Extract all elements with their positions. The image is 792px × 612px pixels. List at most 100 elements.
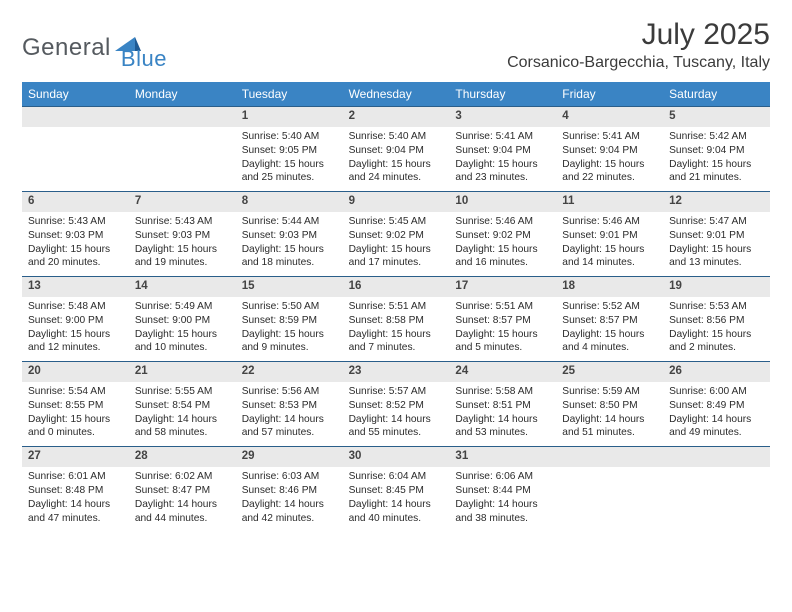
calendar: Sunday Monday Tuesday Wednesday Thursday… — [22, 82, 770, 531]
day-detail-line: Sunset: 9:04 PM — [669, 144, 764, 158]
calendar-cell — [22, 107, 129, 191]
calendar-cell: 27Sunrise: 6:01 AMSunset: 8:48 PMDayligh… — [22, 447, 129, 531]
title-block: July 2025 Corsanico-Bargecchia, Tuscany,… — [507, 18, 770, 72]
day-detail-line: Daylight: 14 hours and 57 minutes. — [242, 413, 337, 441]
day-number: 16 — [343, 277, 450, 297]
day-detail-line: Daylight: 15 hours and 20 minutes. — [28, 243, 123, 271]
day-details: Sunrise: 5:44 AMSunset: 9:03 PMDaylight:… — [236, 212, 343, 276]
day-detail-line: Daylight: 15 hours and 14 minutes. — [562, 243, 657, 271]
day-detail-line: Daylight: 15 hours and 10 minutes. — [135, 328, 230, 356]
calendar-cell: 3Sunrise: 5:41 AMSunset: 9:04 PMDaylight… — [449, 107, 556, 191]
day-detail-line: Sunrise: 5:42 AM — [669, 130, 764, 144]
calendar-cell: 1Sunrise: 5:40 AMSunset: 9:05 PMDaylight… — [236, 107, 343, 191]
day-details: Sunrise: 5:58 AMSunset: 8:51 PMDaylight:… — [449, 382, 556, 446]
day-details: Sunrise: 6:00 AMSunset: 8:49 PMDaylight:… — [663, 382, 770, 446]
day-detail-line: Sunset: 9:02 PM — [349, 229, 444, 243]
calendar-cell: 29Sunrise: 6:03 AMSunset: 8:46 PMDayligh… — [236, 447, 343, 531]
day-details: Sunrise: 5:45 AMSunset: 9:02 PMDaylight:… — [343, 212, 450, 276]
weekday-header: Saturday — [663, 82, 770, 106]
day-detail-line: Daylight: 15 hours and 7 minutes. — [349, 328, 444, 356]
day-detail-line: Daylight: 14 hours and 53 minutes. — [455, 413, 550, 441]
day-detail-line: Sunrise: 5:45 AM — [349, 215, 444, 229]
day-details: Sunrise: 6:06 AMSunset: 8:44 PMDaylight:… — [449, 467, 556, 531]
day-number: 15 — [236, 277, 343, 297]
day-number: 27 — [22, 447, 129, 467]
day-detail-line: Daylight: 14 hours and 44 minutes. — [135, 498, 230, 526]
day-detail-line: Sunset: 8:58 PM — [349, 314, 444, 328]
day-detail-line: Sunrise: 5:46 AM — [562, 215, 657, 229]
day-detail-line: Sunrise: 5:51 AM — [455, 300, 550, 314]
day-details: Sunrise: 5:50 AMSunset: 8:59 PMDaylight:… — [236, 297, 343, 361]
day-number: 1 — [236, 107, 343, 127]
calendar-cell: 25Sunrise: 5:59 AMSunset: 8:50 PMDayligh… — [556, 362, 663, 446]
calendar-cell: 6Sunrise: 5:43 AMSunset: 9:03 PMDaylight… — [22, 192, 129, 276]
day-detail-line: Daylight: 15 hours and 5 minutes. — [455, 328, 550, 356]
calendar-cell: 18Sunrise: 5:52 AMSunset: 8:57 PMDayligh… — [556, 277, 663, 361]
day-detail-line: Sunset: 9:00 PM — [135, 314, 230, 328]
day-detail-line: Daylight: 14 hours and 51 minutes. — [562, 413, 657, 441]
calendar-cell: 15Sunrise: 5:50 AMSunset: 8:59 PMDayligh… — [236, 277, 343, 361]
calendar-cell: 12Sunrise: 5:47 AMSunset: 9:01 PMDayligh… — [663, 192, 770, 276]
header: General Blue July 2025 Corsanico-Bargecc… — [22, 18, 770, 72]
day-number: 21 — [129, 362, 236, 382]
weekday-header: Sunday — [22, 82, 129, 106]
day-details: Sunrise: 5:41 AMSunset: 9:04 PMDaylight:… — [449, 127, 556, 191]
day-detail-line: Sunset: 9:02 PM — [455, 229, 550, 243]
day-number: 12 — [663, 192, 770, 212]
weekday-header: Friday — [556, 82, 663, 106]
month-title: July 2025 — [507, 18, 770, 52]
calendar-week-row: 20Sunrise: 5:54 AMSunset: 8:55 PMDayligh… — [22, 361, 770, 446]
calendar-cell — [556, 447, 663, 531]
calendar-week-row: 27Sunrise: 6:01 AMSunset: 8:48 PMDayligh… — [22, 446, 770, 531]
day-detail-line: Daylight: 14 hours and 47 minutes. — [28, 498, 123, 526]
day-number: 19 — [663, 277, 770, 297]
day-number: 17 — [449, 277, 556, 297]
day-number — [22, 107, 129, 127]
day-detail-line: Sunset: 9:01 PM — [562, 229, 657, 243]
day-details: Sunrise: 5:59 AMSunset: 8:50 PMDaylight:… — [556, 382, 663, 446]
day-details: Sunrise: 5:53 AMSunset: 8:56 PMDaylight:… — [663, 297, 770, 361]
day-detail-line: Sunrise: 5:48 AM — [28, 300, 123, 314]
day-detail-line: Sunrise: 5:59 AM — [562, 385, 657, 399]
day-details: Sunrise: 5:42 AMSunset: 9:04 PMDaylight:… — [663, 127, 770, 191]
day-detail-line: Sunset: 8:49 PM — [669, 399, 764, 413]
day-detail-line: Sunset: 8:59 PM — [242, 314, 337, 328]
calendar-cell: 9Sunrise: 5:45 AMSunset: 9:02 PMDaylight… — [343, 192, 450, 276]
calendar-cell — [129, 107, 236, 191]
day-number: 31 — [449, 447, 556, 467]
day-detail-line: Sunrise: 5:40 AM — [242, 130, 337, 144]
calendar-week-row: 6Sunrise: 5:43 AMSunset: 9:03 PMDaylight… — [22, 191, 770, 276]
day-detail-line: Daylight: 15 hours and 22 minutes. — [562, 158, 657, 186]
day-number: 11 — [556, 192, 663, 212]
day-number: 20 — [22, 362, 129, 382]
calendar-cell: 31Sunrise: 6:06 AMSunset: 8:44 PMDayligh… — [449, 447, 556, 531]
day-number: 23 — [343, 362, 450, 382]
calendar-cell: 22Sunrise: 5:56 AMSunset: 8:53 PMDayligh… — [236, 362, 343, 446]
day-detail-line: Sunset: 8:50 PM — [562, 399, 657, 413]
day-number: 6 — [22, 192, 129, 212]
location-subtitle: Corsanico-Bargecchia, Tuscany, Italy — [507, 54, 770, 72]
day-detail-line: Daylight: 15 hours and 25 minutes. — [242, 158, 337, 186]
day-detail-line: Sunrise: 5:58 AM — [455, 385, 550, 399]
day-details: Sunrise: 5:46 AMSunset: 9:02 PMDaylight:… — [449, 212, 556, 276]
day-number: 18 — [556, 277, 663, 297]
day-number: 9 — [343, 192, 450, 212]
logo-text-blue: Blue — [121, 46, 167, 72]
day-details: Sunrise: 5:43 AMSunset: 9:03 PMDaylight:… — [129, 212, 236, 276]
day-number: 2 — [343, 107, 450, 127]
day-number: 3 — [449, 107, 556, 127]
day-detail-line: Sunset: 9:00 PM — [28, 314, 123, 328]
day-details: Sunrise: 5:43 AMSunset: 9:03 PMDaylight:… — [22, 212, 129, 276]
day-details: Sunrise: 5:49 AMSunset: 9:00 PMDaylight:… — [129, 297, 236, 361]
day-detail-line: Sunrise: 6:01 AM — [28, 470, 123, 484]
day-number: 10 — [449, 192, 556, 212]
day-detail-line: Daylight: 14 hours and 40 minutes. — [349, 498, 444, 526]
day-number: 28 — [129, 447, 236, 467]
day-details: Sunrise: 6:02 AMSunset: 8:47 PMDaylight:… — [129, 467, 236, 531]
day-detail-line: Sunset: 8:45 PM — [349, 484, 444, 498]
day-detail-line: Sunrise: 5:43 AM — [28, 215, 123, 229]
day-detail-line: Daylight: 15 hours and 9 minutes. — [242, 328, 337, 356]
day-detail-line: Sunrise: 5:41 AM — [562, 130, 657, 144]
day-detail-line: Sunrise: 6:00 AM — [669, 385, 764, 399]
calendar-cell: 5Sunrise: 5:42 AMSunset: 9:04 PMDaylight… — [663, 107, 770, 191]
